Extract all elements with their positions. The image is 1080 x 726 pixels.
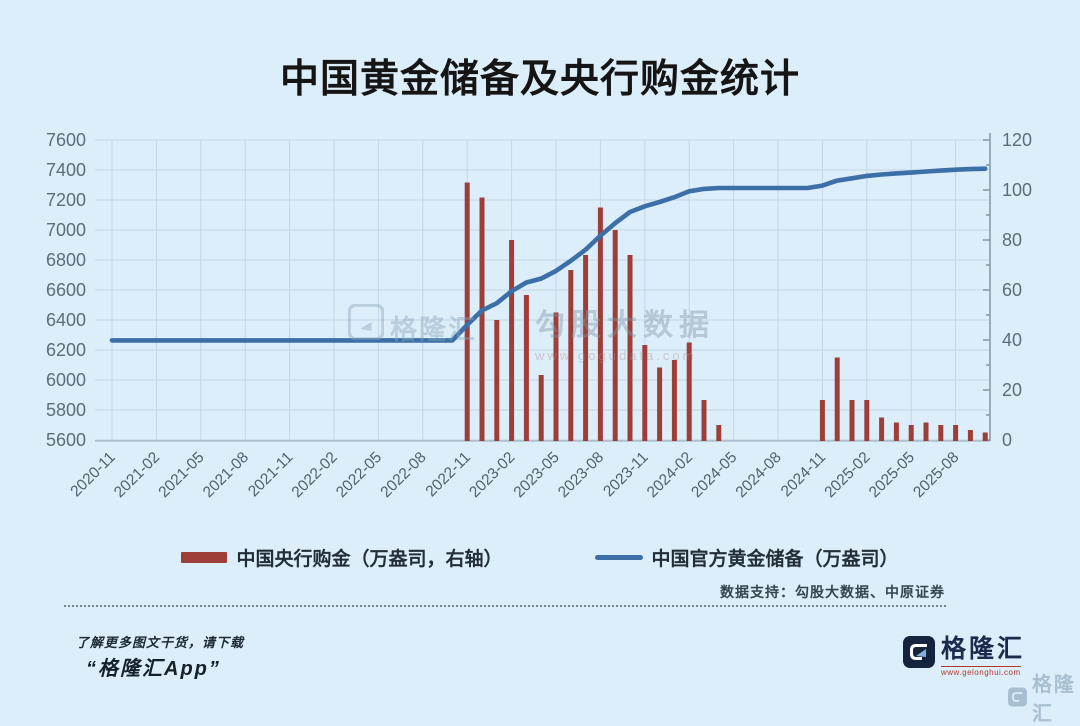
svg-text:2025-02: 2025-02 [821, 449, 873, 501]
svg-text:2022-08: 2022-08 [377, 449, 429, 501]
svg-text:6800: 6800 [46, 250, 86, 270]
purchase-bars [464, 182, 988, 441]
svg-text:2022-11: 2022-11 [423, 449, 474, 500]
gelonghui-g-icon [903, 636, 935, 668]
svg-text:2021-08: 2021-08 [200, 449, 252, 501]
right-axis-labels: 120 100 80 60 40 20 0 [1002, 130, 1032, 450]
svg-text:2023-08: 2023-08 [555, 449, 607, 501]
corner-watermark-text: 格隆汇 [1031, 674, 1076, 725]
infographic: 中国黄金储备及央行购金统计 7600 7400 7200 7000 6800 6600 64… [0, 58, 1080, 725]
svg-text:40: 40 [1002, 330, 1022, 350]
promo-text-line1: 了解更多图文干货，请下载 [76, 635, 245, 650]
svg-text:2023-05: 2023-05 [511, 449, 563, 501]
legend-bar-label: 中国央行购金（万盎司，右轴） [236, 549, 503, 570]
dotted-separator [64, 605, 946, 607]
data-source-note: 数据支持：勾股大数据、中原证券 [720, 584, 945, 600]
svg-text:2024-08: 2024-08 [733, 449, 785, 501]
svg-text:6200: 6200 [46, 340, 86, 360]
svg-text:6400: 6400 [46, 310, 86, 330]
svg-text:2022-05: 2022-05 [333, 449, 385, 501]
left-axis-labels: 7600 7400 7200 7000 6800 6600 6400 6200 6000 5800… [46, 130, 86, 450]
svg-text:2023-11: 2023-11 [600, 449, 651, 500]
corner-watermark-g-icon [1008, 687, 1027, 707]
svg-text:2021-05: 2021-05 [155, 449, 207, 501]
svg-text:80: 80 [1002, 230, 1022, 250]
legend-line-swatch [594, 555, 643, 560]
svg-text:6600: 6600 [46, 280, 86, 300]
legend-item-purchases: 中国央行购金（万盎司，右轴） [181, 544, 503, 571]
svg-text:120: 120 [1002, 130, 1032, 150]
svg-text:2020-11: 2020-11 [67, 449, 118, 500]
svg-text:100: 100 [1002, 180, 1032, 200]
x-axis-labels: 2020-112021-022021-052021-082021-112022-… [67, 449, 962, 501]
legend-item-reserves: 中国官方黄金储备（万盎司） [594, 544, 899, 571]
gold-reserves-chart: 7600 7400 7200 7000 6800 6600 6400 6200 6000 5800… [46, 130, 1032, 501]
chart-title: 中国黄金储备及央行购金统计 [279, 58, 800, 101]
svg-text:5800: 5800 [46, 400, 86, 420]
svg-text:2024-02: 2024-02 [644, 449, 696, 501]
svg-text:6000: 6000 [46, 370, 86, 390]
right-axis [983, 133, 991, 441]
legend-bar-swatch [181, 552, 228, 563]
svg-text:2021-11: 2021-11 [245, 449, 296, 500]
legend-line-label: 中国官方黄金储备（万盎司） [651, 549, 899, 570]
brand-name-text: 格隆汇 [941, 635, 1026, 663]
svg-text:7000: 7000 [46, 220, 86, 240]
svg-text:2022-02: 2022-02 [289, 449, 341, 501]
brand-logo: 格隆汇 www.gelonghui.com [903, 636, 1025, 680]
svg-text:20: 20 [1002, 380, 1022, 400]
chart-legend: 中国央行购金（万盎司，右轴） 中国官方黄金储备（万盎司） [0, 544, 1080, 571]
svg-text:0: 0 [1002, 430, 1012, 450]
svg-text:60: 60 [1002, 280, 1022, 300]
svg-text:2024-11: 2024-11 [778, 449, 829, 500]
svg-text:7600: 7600 [46, 130, 86, 150]
svg-text:2023-02: 2023-02 [466, 449, 518, 501]
corner-watermark: 格隆汇 [1008, 668, 1080, 726]
svg-text:2025-05: 2025-05 [866, 449, 918, 501]
reserves-line [109, 166, 988, 343]
svg-text:5600: 5600 [46, 430, 86, 450]
brand-url-text: www.gelonghui.com [941, 666, 1021, 677]
svg-text:2025-08: 2025-08 [910, 449, 962, 501]
svg-text:7400: 7400 [46, 160, 86, 180]
svg-text:2024-05: 2024-05 [688, 449, 740, 501]
promo-text-line2: “格隆汇App” [86, 658, 221, 680]
svg-text:2021-02: 2021-02 [111, 449, 163, 501]
svg-text:7200: 7200 [46, 190, 86, 210]
